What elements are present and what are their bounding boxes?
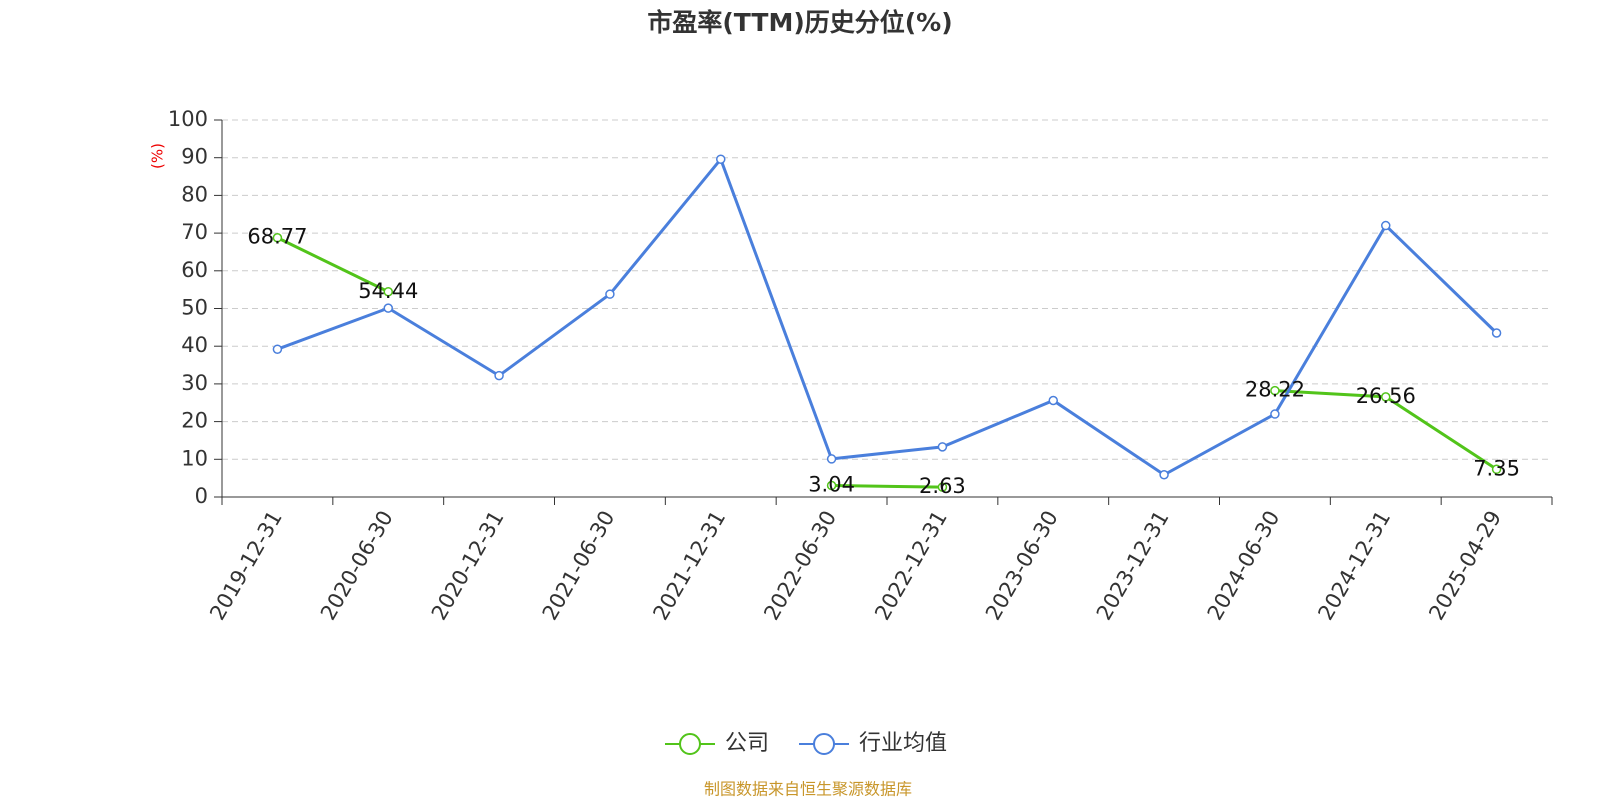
data-point bbox=[1381, 392, 1391, 402]
data-label: 26.56 bbox=[1356, 384, 1416, 408]
data-point bbox=[494, 370, 504, 381]
data-point bbox=[1491, 328, 1502, 338]
x-tick-label: 2022-06-30 bbox=[759, 507, 841, 625]
data-label: 28.22 bbox=[1245, 378, 1305, 402]
data-point bbox=[1048, 395, 1058, 406]
y-tick-label: 30 bbox=[181, 371, 208, 395]
data-point bbox=[716, 154, 726, 164]
data-point bbox=[605, 289, 615, 299]
legend-label: 行业均值 bbox=[859, 731, 947, 756]
y-tick-label: 100 bbox=[168, 107, 208, 131]
data-point bbox=[1491, 464, 1502, 475]
chart-title: 市盈率(TTM)历史分位(%) bbox=[647, 8, 952, 37]
x-tick-label: 2019-12-31 bbox=[205, 507, 287, 625]
y-tick-label: 0 bbox=[195, 484, 208, 508]
x-tick-label: 2020-06-30 bbox=[316, 507, 398, 625]
data-point bbox=[1270, 385, 1280, 396]
x-tick-label: 2023-12-31 bbox=[1092, 507, 1174, 625]
data-point bbox=[1270, 409, 1280, 419]
legend-label: 公司 bbox=[725, 731, 769, 756]
x-tick-label: 2021-12-31 bbox=[648, 507, 730, 625]
data-label: 7.35 bbox=[1473, 456, 1520, 480]
x-tick-label: 2024-12-31 bbox=[1313, 507, 1395, 625]
data-point bbox=[1159, 470, 1169, 480]
y-tick-label: 10 bbox=[181, 446, 208, 470]
legend-marker bbox=[679, 733, 701, 755]
data-point bbox=[383, 303, 393, 313]
y-tick-label: 70 bbox=[181, 220, 208, 244]
x-tick-label: 2024-06-30 bbox=[1203, 507, 1285, 625]
y-tick-label: 50 bbox=[181, 296, 208, 320]
y-tick-label: 80 bbox=[181, 182, 208, 206]
data-label: 2.63 bbox=[919, 474, 966, 498]
data-point bbox=[272, 232, 283, 243]
y-tick-label: 40 bbox=[181, 333, 208, 357]
data-label: 68.77 bbox=[247, 225, 307, 249]
series-line bbox=[276, 236, 1498, 489]
y-tick-label: 20 bbox=[181, 409, 208, 433]
data-point bbox=[937, 482, 948, 492]
data-point bbox=[272, 344, 283, 354]
x-tick-label: 2025-04-29 bbox=[1424, 507, 1506, 625]
x-tick-label: 2023-06-30 bbox=[981, 507, 1063, 625]
data-point bbox=[383, 287, 393, 297]
data-point bbox=[826, 480, 837, 491]
data-point bbox=[826, 454, 837, 464]
x-tick-label: 2020-12-31 bbox=[427, 507, 509, 625]
data-label: 54.44 bbox=[358, 279, 418, 303]
source-note: 制图数据来自恒生聚源数据库 bbox=[704, 780, 912, 799]
data-point bbox=[1381, 220, 1391, 231]
data-label: 3.04 bbox=[808, 473, 855, 497]
data-point bbox=[937, 442, 948, 452]
y-axis-label: (%) bbox=[149, 143, 167, 169]
legend-marker bbox=[813, 733, 836, 755]
x-tick-label: 2021-06-30 bbox=[538, 507, 620, 625]
x-tick-label: 2022-12-31 bbox=[870, 507, 952, 625]
y-tick-label: 90 bbox=[181, 145, 208, 169]
series-line bbox=[276, 156, 1498, 477]
y-tick-label: 60 bbox=[181, 258, 208, 282]
